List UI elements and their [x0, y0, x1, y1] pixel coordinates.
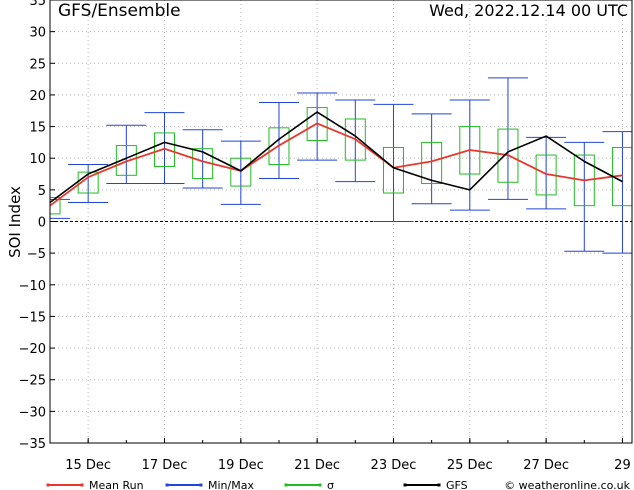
y-tick-label: 20 [29, 89, 46, 104]
chart-title: GFS/Ensemble [58, 1, 181, 21]
sigma-box [268, 127, 290, 166]
y-tick-label: 0 [38, 216, 46, 231]
y-tick-label: −15 [19, 310, 46, 325]
sigma-boxes [49, 107, 633, 215]
legend-label-gfs: GFS [446, 479, 468, 490]
y-tick-label: −35 [19, 437, 46, 452]
y-tick-label: 30 [29, 26, 46, 41]
y-tick-label: −25 [19, 374, 46, 389]
y-tick-label: 35 [29, 0, 46, 9]
sigma-box [573, 154, 595, 207]
legend-label-sigma: σ [327, 479, 334, 490]
legend-marker [403, 483, 407, 487]
x-tick-label: 15 Dec [65, 458, 111, 473]
legend-marker [199, 483, 203, 487]
x-tick-label: 29 [614, 458, 631, 473]
legend-marker [46, 483, 50, 487]
x-tick-label: 27 Dec [523, 458, 569, 473]
series-line-gfs [49, 111, 623, 204]
sigma-box [77, 171, 99, 194]
legend-marker [318, 483, 322, 487]
x-axis-ticks: 15 Dec 17 Dec 19 Dec 21 Dec 23 Dec 25 Dec 27 D… [49, 438, 631, 473]
sigma-box [115, 145, 137, 176]
legend: Mean Run Min/Max σ GFS [46, 479, 468, 490]
y-tick-label: −10 [19, 279, 46, 294]
y-axis-ticks: −35 −30 −25 −20 −15 −10 −5 0 5 10 15 20 25 30 35 [19, 0, 55, 452]
x-tick-label: 19 Dec [218, 458, 264, 473]
x-tick-label: 23 Dec [371, 458, 417, 473]
x-tick-label: 21 Dec [294, 458, 340, 473]
y-tick-label: −20 [19, 342, 46, 357]
legend-marker [165, 483, 169, 487]
grid-lines [50, 0, 632, 443]
sigma-box [153, 132, 175, 167]
sigma-box [306, 107, 328, 141]
y-tick-label: 10 [29, 152, 46, 167]
y-tick-label: 15 [29, 121, 46, 136]
legend-marker [80, 483, 84, 487]
sigma-box [230, 157, 252, 187]
sigma-box [459, 126, 481, 175]
series-lines [49, 111, 623, 207]
sigma-box [344, 118, 366, 161]
minmax-bars [49, 77, 632, 254]
x-tick-label: 25 Dec [447, 458, 493, 473]
run-datetime: Wed, 2022.12.14 00 UTC [429, 1, 628, 20]
credit-text: © weatheronline.co.uk [504, 479, 630, 490]
legend-marker [284, 483, 288, 487]
y-axis-label: SOI Index [6, 186, 24, 258]
legend-marker [437, 483, 441, 487]
y-tick-label: 25 [29, 57, 46, 72]
legend-label-mean: Mean Run [89, 479, 144, 490]
x-tick-label: 17 Dec [142, 458, 188, 473]
sigma-box [497, 128, 519, 183]
y-tick-label: −5 [27, 247, 46, 262]
y-tick-label: −30 [19, 405, 46, 420]
legend-label-minmax: Min/Max [208, 479, 254, 490]
series-line-mean [49, 122, 623, 207]
y-tick-label: 5 [38, 184, 46, 199]
